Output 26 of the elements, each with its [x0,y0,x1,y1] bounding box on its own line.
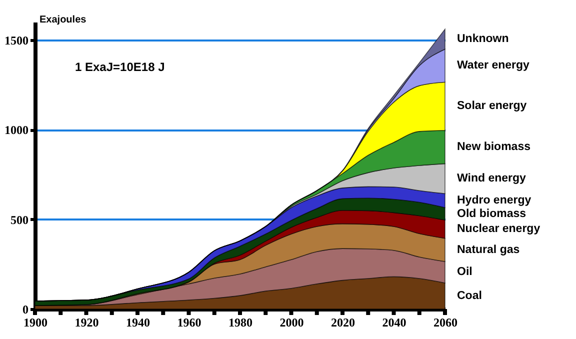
x-tick-label: 2020 [331,316,355,330]
series-label: Nuclear energy [457,223,541,236]
series-label: Coal [457,290,482,302]
x-tick-label: 1960 [177,316,202,330]
series-label: Old biomass [457,208,526,220]
y-tick-label: 500 [10,212,28,227]
x-tick-label: 1920 [74,316,99,330]
y-tick-label: 1500 [4,33,28,48]
series-label: Unknown [457,33,509,46]
series-label: Oil [457,266,472,278]
y-tick-label: 1000 [4,123,28,138]
x-tick-label: 1900 [24,316,48,330]
series-label: Wind energy [457,172,527,185]
y-axis-title: Exajoules [40,14,87,26]
x-tick-label: 1980 [228,316,252,330]
series-label: Natural gas [457,244,520,256]
series-label: Water energy [457,60,530,72]
x-tick-label: 1940 [126,316,150,330]
series-label: Hydro energy [457,194,532,207]
x-tick-label: 2040 [382,316,406,330]
series-label: Solar energy [457,100,528,112]
series-label: New biomass [457,141,530,154]
y-tick-label: 0 [22,302,28,316]
x-tick-label: 2000 [280,316,304,330]
annotation: 1 ExaJ=10E18 J [75,60,165,74]
x-tick-label: 2060 [434,316,458,330]
